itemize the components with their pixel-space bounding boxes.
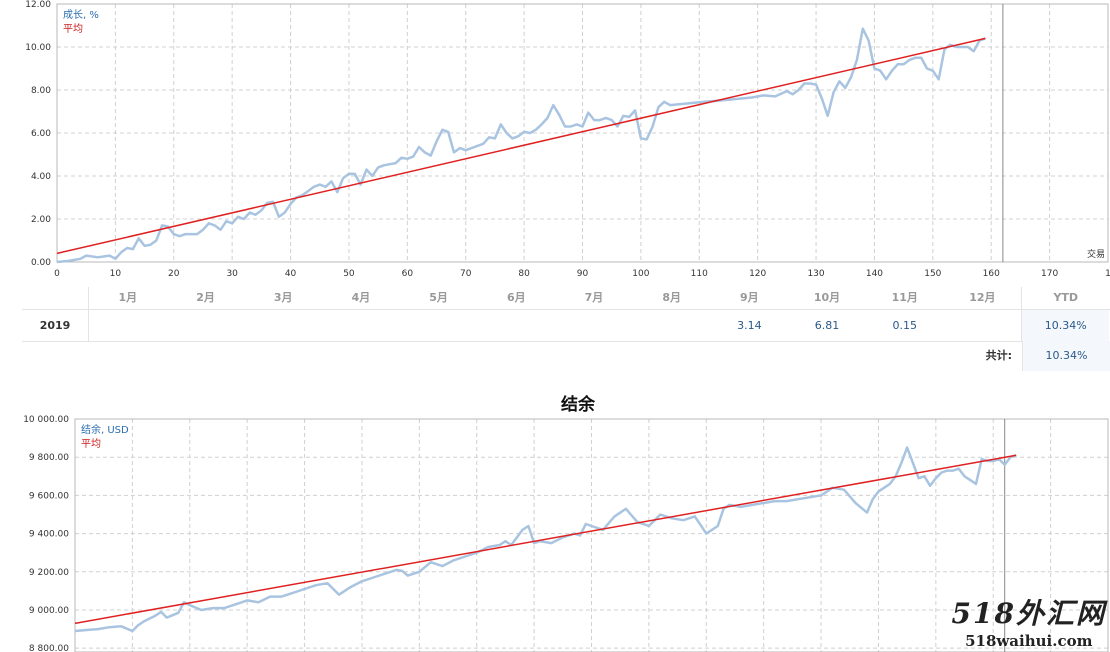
total-label: 共计:: [985, 349, 1012, 362]
x-tick-label: 1: [1105, 269, 1110, 279]
x-tick-label: 110: [691, 269, 708, 279]
month-header-row: 1月 2月 3月 4月 5月 6月 7月 8月 9月 10月 11月 12月 Y…: [22, 287, 1110, 309]
month-value: 3.14: [737, 319, 762, 332]
y-tick-label: 10.00: [25, 43, 51, 53]
month-header: 1月: [118, 291, 138, 304]
x-tick-label: 40: [285, 269, 297, 279]
month-header: 10月: [813, 291, 841, 304]
y-tick-label: 10 000.00: [23, 415, 69, 425]
y-tick-label: 9 000.00: [29, 606, 69, 616]
month-value: 0.15: [892, 319, 917, 332]
x-tick-label: 20: [168, 269, 180, 279]
ytd-value: 10.34%: [1021, 310, 1110, 341]
y-tick-label: 12.00: [25, 0, 51, 10]
legend-series: 结余, USD: [81, 423, 129, 436]
total-row: 共计: 10.34%: [22, 341, 1110, 371]
y-tick-label: 4.00: [31, 172, 51, 182]
y-tick-label: 8.00: [31, 86, 51, 96]
y-tick-label: 6.00: [31, 129, 51, 139]
x-tick-label: 170: [1041, 269, 1058, 279]
x-tick-label: 90: [577, 269, 589, 279]
month-value: [167, 310, 245, 341]
x-tick-label: 120: [749, 269, 766, 279]
series-line-main: [56, 27, 986, 264]
year-label: 2019: [22, 310, 89, 341]
month-header: 2月: [196, 291, 215, 304]
month-header: 4月: [351, 291, 371, 304]
month-header: 5月: [429, 291, 448, 304]
month-header: 11月: [891, 291, 918, 304]
y-tick-label: 8 800.00: [29, 644, 69, 652]
legend-average: 平均: [63, 23, 83, 35]
series-line-average: [56, 37, 986, 255]
x-axis-label: 交易: [1087, 248, 1105, 260]
month-header: 6月: [506, 291, 526, 304]
month-value: [322, 310, 400, 341]
watermark-logo: 518外汇网 518waihui.com: [952, 592, 1106, 650]
month-value: [477, 310, 555, 341]
x-tick-label: 30: [226, 269, 238, 279]
month-header: 9月: [740, 291, 759, 304]
watermark-line1: 518外汇网: [951, 597, 1106, 630]
x-tick-label: 70: [460, 269, 472, 279]
month-value: [944, 310, 1022, 341]
series-line-average: [74, 454, 1017, 625]
x-tick-label: 50: [343, 269, 355, 279]
y-tick-label: 0.00: [31, 258, 51, 268]
total-value: 10.34%: [1022, 341, 1110, 371]
growth-chart: 0.00 2.00 4.00 6.00 8.00 10.00 12.00 0 10 20 30 40 5…: [25, 0, 1110, 279]
month-value: [244, 310, 322, 341]
month-value: [633, 310, 711, 341]
y-tick-label: 2.00: [31, 215, 51, 225]
y-tick-label: 9 800.00: [29, 453, 69, 463]
monthly-returns-table: 1月 2月 3月 4月 5月 6月 7月 8月 9月 10月 11月 12月 Y…: [22, 287, 1110, 371]
month-header: 7月: [584, 291, 604, 304]
year-row: 2019 3.14 6.81 0.15 10.34%: [22, 309, 1110, 342]
series-line-main: [74, 446, 1017, 633]
y-tick-label: 9 200.00: [29, 568, 69, 578]
x-tick-label: 140: [866, 269, 883, 279]
y-tick-label: 9 600.00: [29, 491, 69, 501]
month-header: 3月: [273, 291, 293, 304]
ytd-header: YTD: [1021, 287, 1110, 309]
x-tick-label: 60: [402, 269, 414, 279]
plot-frame: [56, 3, 1109, 263]
month-value: [555, 310, 633, 341]
legend-series: 成长, %: [63, 9, 99, 21]
watermark-line2: 518waihui.com: [965, 632, 1093, 650]
month-value: [400, 310, 478, 341]
month-header: 12月: [969, 291, 996, 304]
month-header: 8月: [662, 291, 681, 304]
balance-chart-title: 结余: [561, 395, 595, 415]
x-tick-label: 0: [54, 269, 60, 279]
x-tick-label: 150: [924, 269, 941, 279]
x-tick-label: 160: [983, 269, 1000, 279]
balance-chart: 8 800.00 9 000.00 9 200.00 9 400.00 9 600.00…: [23, 415, 1109, 652]
x-tick-label: 10: [110, 269, 122, 279]
legend-average: 平均: [81, 438, 101, 450]
x-tick-label: 80: [518, 269, 530, 279]
plot-frame: [74, 418, 1109, 652]
month-value: 6.81: [814, 319, 840, 332]
y-tick-label: 9 400.00: [29, 530, 69, 540]
x-tick-label: 130: [807, 269, 824, 279]
month-value: [89, 310, 167, 341]
x-tick-label: 100: [632, 269, 649, 279]
